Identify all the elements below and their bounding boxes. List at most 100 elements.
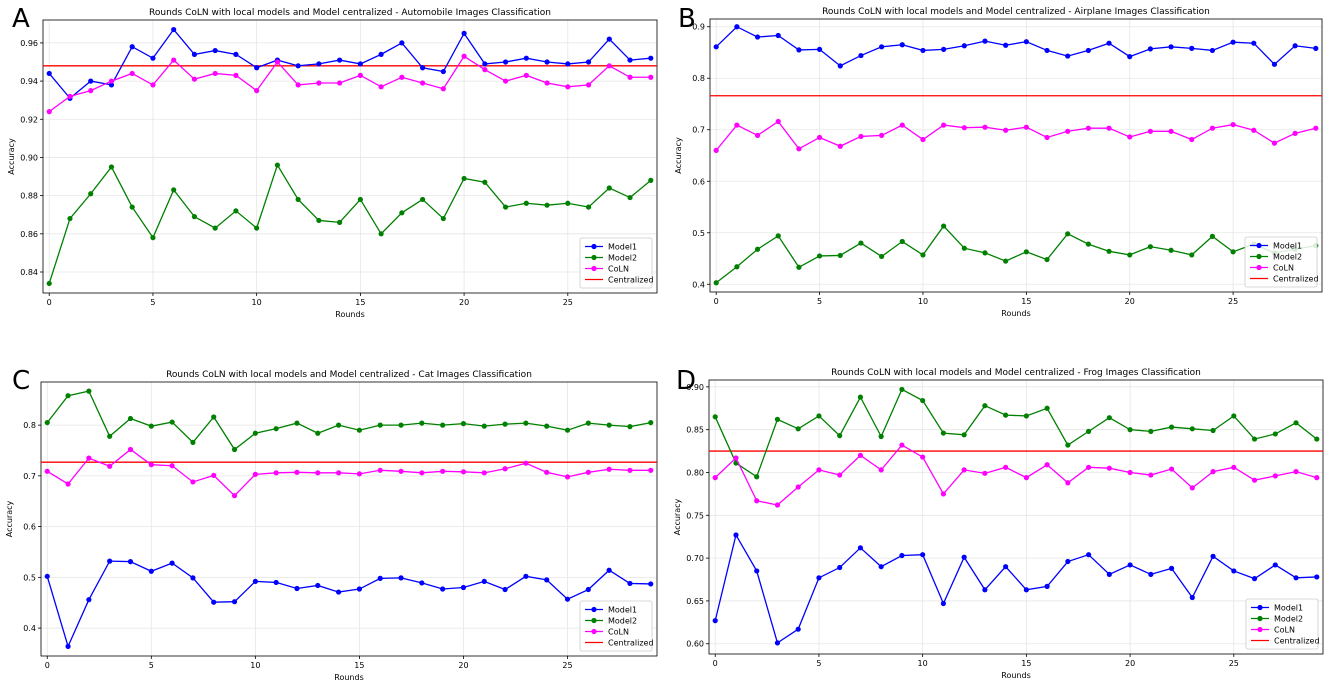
legend-coln-marker	[1256, 264, 1262, 271]
chart-title: Rounds CoLN with local models and Model …	[149, 8, 551, 18]
model2-point	[190, 439, 196, 445]
model1-point	[377, 575, 383, 581]
x-axis-label: Rounds	[335, 310, 364, 319]
coln-point	[857, 452, 864, 458]
legend-centralized-label: Centralized	[608, 639, 654, 648]
panel-cat: C Rounds CoLN with local models and Mode…	[0, 342, 665, 684]
x-tick-label: 10	[918, 659, 928, 668]
legend-model1-label: Model1	[608, 606, 637, 615]
model2-point	[502, 204, 509, 210]
coln-point	[627, 74, 633, 80]
model2-point	[86, 388, 92, 394]
coln-point	[1251, 127, 1257, 133]
model2-point	[627, 194, 633, 201]
legend-model2-marker	[1257, 615, 1263, 622]
model2-point	[1065, 442, 1071, 448]
panel-letter-b: B	[678, 4, 696, 34]
coln-point	[754, 132, 761, 139]
model1-point	[1210, 553, 1216, 559]
coln-point	[67, 93, 73, 99]
coln-point	[982, 124, 988, 130]
coln-point	[129, 70, 135, 77]
model2-point	[565, 200, 571, 206]
model1-point	[565, 61, 571, 67]
model2-point	[920, 252, 926, 258]
coln-point	[940, 491, 946, 497]
legend-model1-marker	[591, 606, 597, 613]
model2-point	[315, 430, 321, 436]
coln-point	[461, 53, 467, 59]
model1-point	[961, 43, 967, 49]
coln-point	[754, 498, 760, 504]
model2-point	[816, 253, 823, 259]
model1-point	[1085, 47, 1091, 54]
model1-point	[940, 600, 946, 607]
y-tick-label: 0.65	[686, 597, 704, 606]
model2-point	[879, 253, 885, 260]
panel-letter-d: D	[676, 366, 697, 396]
coln-point	[523, 460, 529, 466]
coln-point	[127, 446, 134, 453]
legend-model2-label: Model2	[608, 254, 637, 263]
coln-point	[502, 466, 508, 472]
model2-point	[878, 433, 884, 440]
y-tick-label: 0.75	[686, 511, 704, 520]
coln-point	[1065, 128, 1071, 134]
legend-model2-label: Model2	[1274, 615, 1303, 624]
model1-point	[606, 567, 612, 573]
model2-point	[585, 204, 592, 210]
model1-point	[107, 558, 113, 564]
model2-point	[1189, 252, 1195, 258]
coln-point	[1292, 130, 1298, 136]
coln-point	[858, 133, 864, 140]
coln-series-line	[46, 448, 651, 497]
model1-point	[1189, 45, 1195, 51]
model2-point	[295, 196, 301, 203]
model1-point	[1251, 40, 1257, 46]
legend-coln-marker	[591, 628, 597, 635]
y-tick-label: 0.94	[20, 77, 38, 86]
legend-model1-marker	[1256, 242, 1262, 249]
y-tick-label: 0.4	[23, 624, 36, 633]
coln-point	[295, 82, 301, 88]
coln-point	[440, 86, 446, 92]
coln-point	[337, 80, 343, 86]
model1-point	[129, 44, 135, 50]
coln-point	[627, 467, 633, 473]
model2-series-line	[714, 388, 1318, 478]
coln-point	[920, 454, 926, 460]
legend-model2-label: Model2	[1273, 253, 1302, 262]
legend-model2-marker	[1256, 253, 1262, 260]
model2-point	[1023, 413, 1029, 419]
coln-point	[899, 122, 905, 128]
coln-point	[252, 471, 258, 477]
airplane-accuracy-chart: Rounds CoLN with local models and Model …	[674, 7, 1323, 318]
coln-point	[585, 82, 592, 88]
plot-frame	[40, 381, 658, 657]
model2-point	[1106, 248, 1112, 254]
y-tick-label: 0.84	[20, 268, 38, 277]
coln-point	[378, 84, 384, 90]
chart-title: Rounds CoLN with local models and Model …	[166, 370, 532, 380]
model2-series-line	[715, 225, 1316, 284]
coln-point	[1189, 136, 1195, 143]
model2-point	[754, 246, 761, 252]
coln-point	[274, 59, 280, 65]
model2-point	[212, 225, 218, 231]
model1-point	[1230, 39, 1236, 45]
model2-point	[544, 202, 550, 208]
legend-coln-label: CoLN	[608, 265, 629, 274]
model2-point	[127, 415, 134, 422]
coln-point	[212, 70, 218, 77]
model2-point	[67, 215, 73, 222]
coln-point	[398, 468, 404, 474]
legend-model1-marker	[1257, 604, 1263, 611]
model1-point	[461, 30, 467, 36]
model1-point	[857, 545, 864, 551]
y-tick-label: 0.92	[20, 115, 38, 124]
model1-point	[169, 560, 175, 566]
plot-frame	[708, 379, 1324, 655]
model1-point	[482, 61, 488, 67]
coln-point	[796, 146, 802, 152]
model1-point	[899, 552, 905, 559]
